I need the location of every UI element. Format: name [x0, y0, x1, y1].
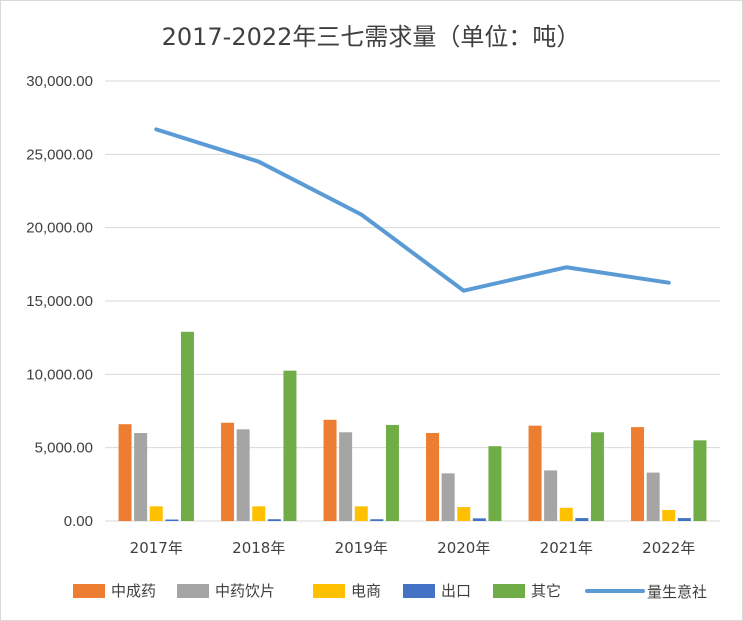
bar: [426, 433, 440, 521]
x-tick-label: 2018年: [232, 539, 285, 557]
bar: [134, 433, 148, 521]
watermark-text: 量生意社: [647, 583, 707, 601]
legend-swatch: [73, 584, 105, 598]
chart-title: 2017-2022年三七需求量（单位：吨）: [162, 23, 581, 51]
bar: [472, 518, 486, 521]
bar: [118, 424, 132, 521]
bar: [575, 518, 589, 521]
legend-swatch: [493, 584, 525, 598]
legend-label: 其它: [531, 582, 561, 600]
bar: [370, 519, 384, 521]
bar: [457, 507, 471, 521]
bar: [662, 510, 676, 521]
bar: [693, 440, 707, 521]
bar: [590, 432, 604, 521]
legend-label: 中药饮片: [215, 582, 275, 600]
y-tick-label: 25,000.00: [26, 146, 93, 163]
y-tick-label: 5,000.00: [35, 440, 93, 457]
bar: [323, 419, 337, 521]
x-tick-label: 2021年: [540, 539, 593, 557]
y-tick-label: 30,000.00: [26, 73, 93, 90]
bar: [339, 432, 353, 521]
bar: [559, 507, 573, 521]
line-series: [154, 127, 671, 293]
legend: 中成药 中药饮片 电商 出口 其它: [73, 582, 645, 600]
bar: [267, 519, 281, 521]
legend-swatch: [177, 584, 209, 598]
bar: [544, 470, 558, 521]
bar: [221, 422, 235, 521]
bar: [236, 429, 250, 521]
y-tick-label: 20,000.00: [26, 220, 93, 237]
bar: [385, 424, 399, 521]
legend-swatch: [313, 584, 345, 598]
bar: [165, 519, 179, 521]
legend-label: 电商: [351, 582, 381, 600]
gridlines: [105, 80, 720, 522]
x-tick-label: 2017年: [130, 539, 183, 557]
y-axis-ticks: 0.00 5,000.00 10,000.00 15,000.00 20,000.00 2…: [26, 73, 93, 530]
bar: [677, 518, 691, 521]
y-tick-label: 0.00: [64, 513, 93, 530]
bars: [118, 331, 707, 521]
legend-swatch: [403, 584, 435, 598]
y-tick-label: 15,000.00: [26, 293, 93, 310]
y-tick-label: 10,000.00: [26, 366, 93, 383]
x-tick-label: 2020年: [437, 539, 490, 557]
bar: [283, 370, 297, 521]
bar: [354, 506, 368, 521]
x-tick-label: 2019年: [335, 539, 388, 557]
bar: [149, 506, 163, 521]
total-line: [154, 127, 671, 293]
bar: [488, 446, 502, 521]
bar: [631, 427, 645, 521]
legend-label: 中成药: [111, 582, 156, 600]
bar: [528, 425, 542, 521]
bar: [252, 506, 266, 521]
legend-label: 出口: [441, 582, 471, 600]
bar: [646, 472, 660, 521]
x-tick-label: 2022年: [642, 539, 695, 557]
x-axis-ticks: 2017年 2018年 2019年 2020年 2021年 2022年: [130, 539, 696, 557]
bar: [180, 331, 194, 521]
bar: [441, 473, 455, 521]
